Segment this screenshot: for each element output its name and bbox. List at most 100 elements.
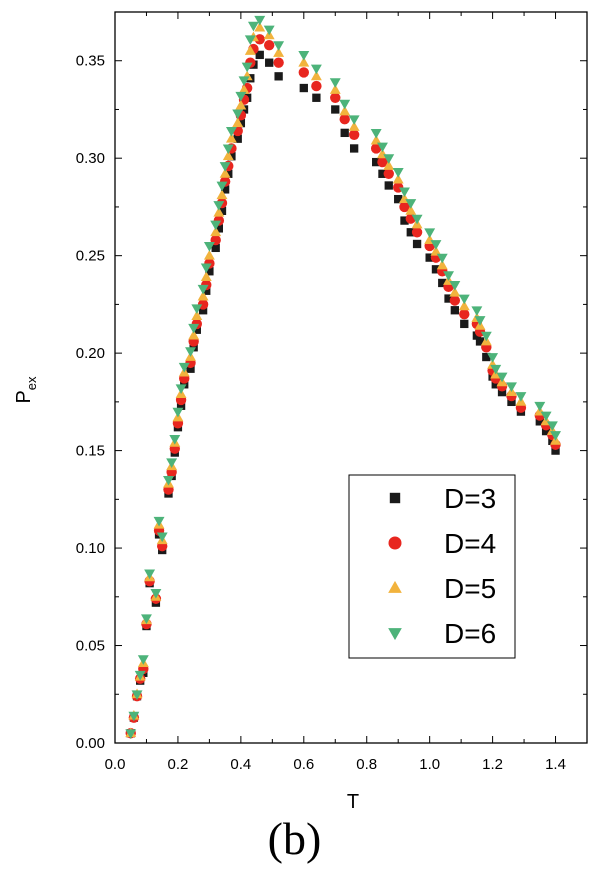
data-point [131,690,143,700]
data-point [436,253,448,264]
data-point [125,729,137,739]
data-point [383,168,394,179]
data-point [384,181,393,190]
data-point [202,286,211,295]
data-point [310,70,322,81]
data-point [274,72,283,81]
data-point [405,205,417,215]
data-point [541,426,551,436]
data-point [449,281,461,291]
data-point [298,67,309,78]
data-point [372,157,381,167]
data-point [377,142,388,153]
data-point [471,306,483,316]
data-point [188,323,200,334]
data-point [191,310,203,320]
data-point [378,169,387,178]
data-point [458,300,470,311]
legend-items: D=3 D=4 D=5 D=6 [388,483,496,649]
data-point [438,278,447,288]
data-point [263,25,275,36]
data-point [232,117,244,128]
data-point [497,387,507,397]
data-point [222,150,234,161]
data-point [399,187,410,198]
data-point [460,319,469,329]
data-point [348,121,360,131]
data-point [255,50,264,60]
data-point [166,458,178,469]
data-point [331,105,340,114]
data-point [219,162,231,172]
y-tick-label: 0.35 [76,53,105,70]
x-tick-label: 0.4 [230,756,251,773]
data-point [238,84,250,94]
data-point [216,181,228,192]
data-point [431,265,441,274]
plot-border [114,11,588,744]
data-point [220,185,230,194]
x-tick-label: 1.0 [419,756,440,773]
data-point [411,227,423,238]
data-point [172,407,184,418]
data-point [329,84,341,94]
data-point [169,435,181,445]
data-point [534,401,546,412]
data-markers [125,15,561,739]
data-point [430,240,442,250]
data-point [200,271,212,282]
data-point [515,392,527,402]
data-point [405,199,417,209]
legend-box [348,474,516,659]
data-point [254,34,265,45]
data-point [370,143,382,154]
data-point [219,168,231,178]
data-point [370,134,382,145]
data-point [163,475,174,486]
data-point [507,397,516,407]
data-point [540,411,552,422]
data-point [487,353,499,363]
x-tick-label: 0.8 [356,756,377,773]
data-point [450,306,459,315]
data-point [436,259,448,270]
data-point [550,431,561,441]
data-point [233,134,242,143]
data-point [458,294,470,305]
data-point [392,167,404,178]
data-point [213,207,225,217]
data-point [210,220,222,231]
data-point [137,655,149,665]
data-point [340,128,349,138]
data-point [153,516,165,527]
data-point [535,417,544,426]
tick-labels: 0.0 0.2 0.4 0.6 0.8 1.0 1.2 1.4 0.00 0.05 0.10 0.15… [76,53,566,773]
data-point [329,78,341,88]
data-point [496,372,508,383]
data-point [490,364,502,375]
data-point [546,421,558,431]
data-point [178,362,190,373]
data-point [339,105,351,116]
legend-label: D=3 [444,483,496,514]
data-point [241,62,253,73]
axis-ticks [114,12,587,744]
data-point [273,47,285,57]
x-axis-label: T [347,791,359,813]
x-tick-label: 0.2 [168,756,189,773]
data-point [244,35,256,46]
data-point [551,446,560,455]
data-point [217,206,227,215]
data-point [191,304,203,315]
data-point [383,160,395,170]
data-point [176,401,186,410]
data-point [491,380,500,389]
legend-marker [388,580,402,593]
data-point [349,144,359,153]
data-point [392,173,404,184]
y-tick-label: 0.00 [76,735,105,752]
data-point [339,99,351,110]
series-d-6 [125,15,561,739]
data-point [411,214,423,225]
data-point [425,253,434,262]
